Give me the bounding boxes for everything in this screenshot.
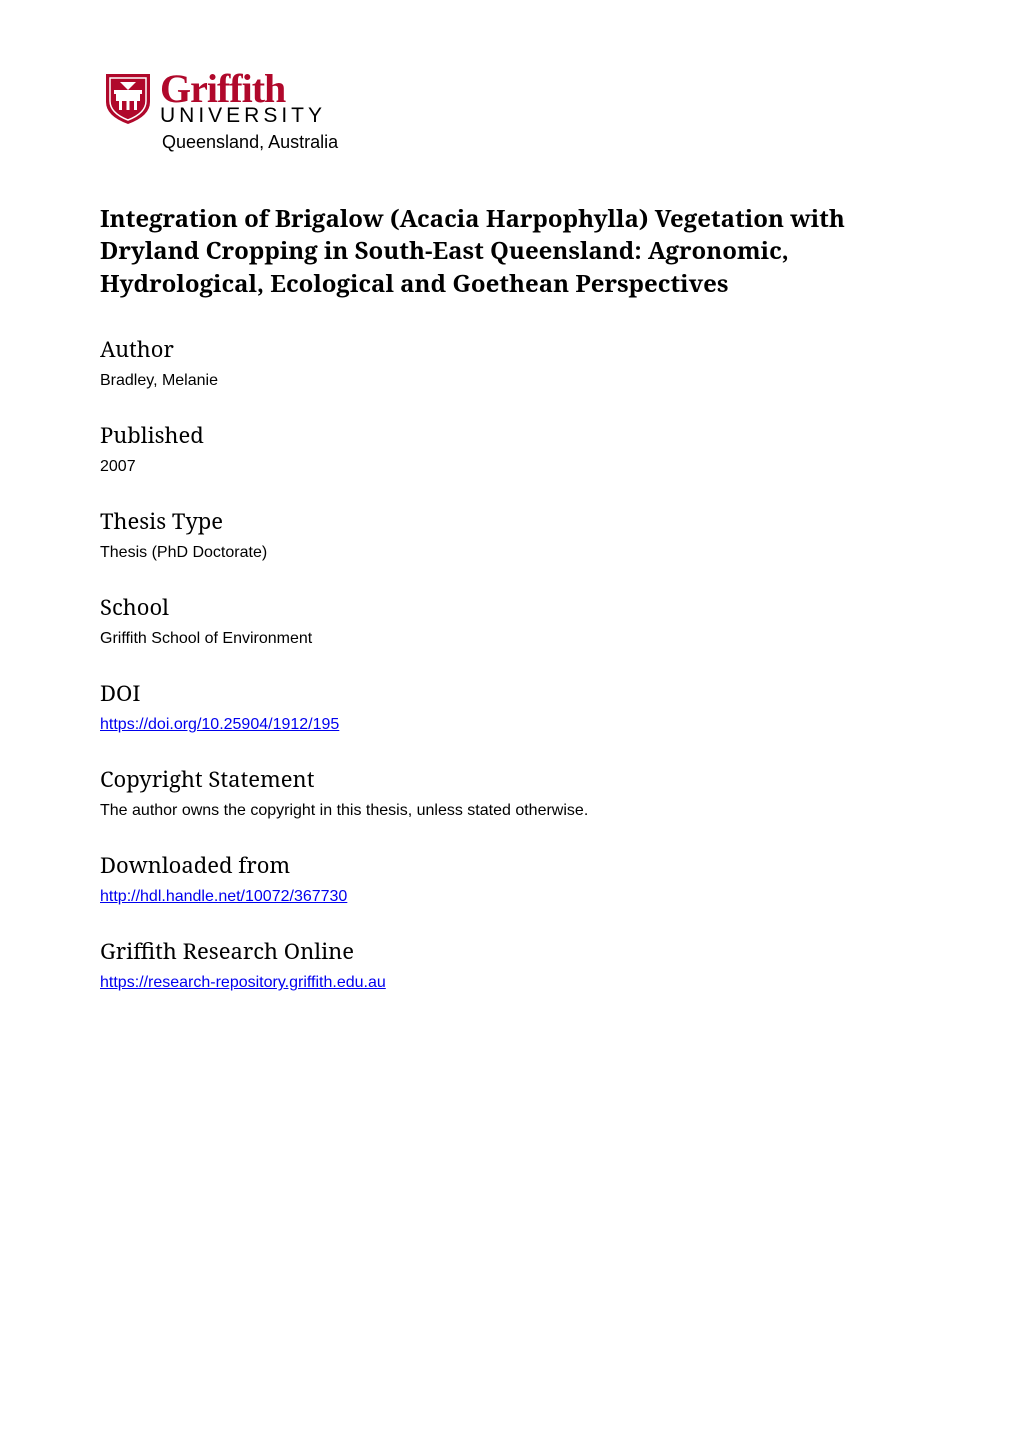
downloaded-heading: Downloaded from: [100, 850, 920, 880]
school-heading: School: [100, 592, 920, 622]
copyright-section: Copyright Statement The author owns the …: [100, 764, 920, 820]
gro-section: Griffith Research Online https://researc…: [100, 936, 920, 992]
thesis-type-section: Thesis Type Thesis (PhD Doctorate): [100, 506, 920, 562]
logo-wordmark: Griffith: [160, 70, 326, 108]
logo-tagline: Queensland, Australia: [162, 132, 920, 153]
downloaded-link[interactable]: http://hdl.handle.net/10072/367730: [100, 888, 347, 905]
author-section: Author Bradley, Melanie: [100, 334, 920, 390]
copyright-heading: Copyright Statement: [100, 764, 920, 794]
doi-section: DOI https://doi.org/10.25904/1912/195: [100, 678, 920, 734]
thesis-type-heading: Thesis Type: [100, 506, 920, 536]
griffith-shield-icon: [100, 70, 156, 126]
gro-link[interactable]: https://research-repository.griffith.edu…: [100, 974, 386, 991]
author-heading: Author: [100, 334, 920, 364]
author-value: Bradley, Melanie: [100, 372, 920, 390]
logo-block: Griffith UNIVERSITY Queensland, Australi…: [100, 70, 920, 153]
doi-heading: DOI: [100, 678, 920, 708]
copyright-value: The author owns the copyright in this th…: [100, 802, 920, 820]
document-title: Integration of Brigalow (Acacia Harpophy…: [100, 203, 920, 300]
logo-subtext: UNIVERSITY: [160, 106, 326, 126]
published-section: Published 2007: [100, 420, 920, 476]
downloaded-section: Downloaded from http://hdl.handle.net/10…: [100, 850, 920, 906]
school-section: School Griffith School of Environment: [100, 592, 920, 648]
logo-text: Griffith UNIVERSITY: [160, 70, 326, 126]
school-value: Griffith School of Environment: [100, 630, 920, 648]
published-value: 2007: [100, 458, 920, 476]
gro-heading: Griffith Research Online: [100, 936, 920, 966]
doi-link[interactable]: https://doi.org/10.25904/1912/195: [100, 716, 339, 733]
logo-row: Griffith UNIVERSITY: [100, 70, 920, 126]
thesis-type-value: Thesis (PhD Doctorate): [100, 544, 920, 562]
published-heading: Published: [100, 420, 920, 450]
